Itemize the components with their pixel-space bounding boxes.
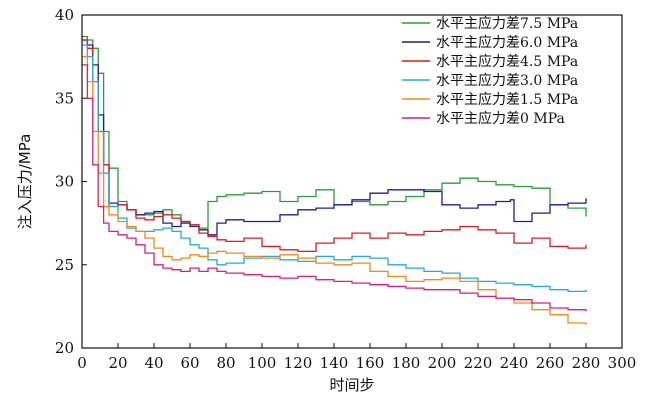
series-line-2: [82, 39, 587, 253]
x-tick-label-300: 300: [608, 354, 637, 372]
legend-label-2: 水平主应力差4.5 MPa: [436, 53, 578, 70]
x-tick-label-240: 240: [500, 354, 529, 372]
legend-label-4: 水平主应力差1.5 MPa: [436, 91, 578, 108]
ticks-layer: 0 20 40 60 80 100 120 140 160 180 200 220 240 260 280 3…: [55, 6, 636, 372]
y-tick-label-25: 25: [55, 256, 74, 274]
y-tick-label-30: 30: [55, 173, 74, 191]
x-tick-label-200: 200: [428, 354, 457, 372]
series-layer: [82, 35, 587, 325]
series-line-4: [82, 55, 587, 325]
series-line-3: [82, 44, 587, 293]
x-tick-label-20: 20: [108, 354, 127, 372]
legend-label-5: 水平主应力差0 MPa: [436, 110, 565, 127]
legend: 水平主应力差7.5 MPa 水平主应力差6.0 MPa 水平主应力差4.5 MPa 水…: [402, 15, 578, 127]
x-tick-label-120: 120: [284, 354, 313, 372]
y-tick-label-40: 40: [55, 6, 74, 24]
series-line-0: [82, 35, 587, 229]
x-tick-label-140: 140: [320, 354, 349, 372]
x-tick-label-100: 100: [248, 354, 277, 372]
y-tick-label-20: 20: [55, 339, 74, 357]
legend-label-3: 水平主应力差3.0 MPa: [436, 72, 578, 89]
y-axis-label: 注入压力/MPa: [16, 134, 34, 230]
x-tick-label-160: 160: [356, 354, 385, 372]
legend-label-1: 水平主应力差6.0 MPa: [436, 34, 578, 51]
y-tick-label-35: 35: [55, 89, 74, 107]
x-axis-label: 时间步: [329, 376, 374, 394]
x-tick-label-260: 260: [536, 354, 565, 372]
x-tick-label-40: 40: [144, 354, 163, 372]
x-tick-label-0: 0: [77, 354, 87, 372]
x-tick-label-80: 80: [216, 354, 235, 372]
legend-label-0: 水平主应力差7.5 MPa: [436, 15, 578, 32]
series-line-5: [82, 64, 587, 312]
x-tick-label-60: 60: [180, 354, 199, 372]
x-tick-label-180: 180: [392, 354, 421, 372]
x-tick-label-280: 280: [572, 354, 601, 372]
x-tick-label-220: 220: [464, 354, 493, 372]
